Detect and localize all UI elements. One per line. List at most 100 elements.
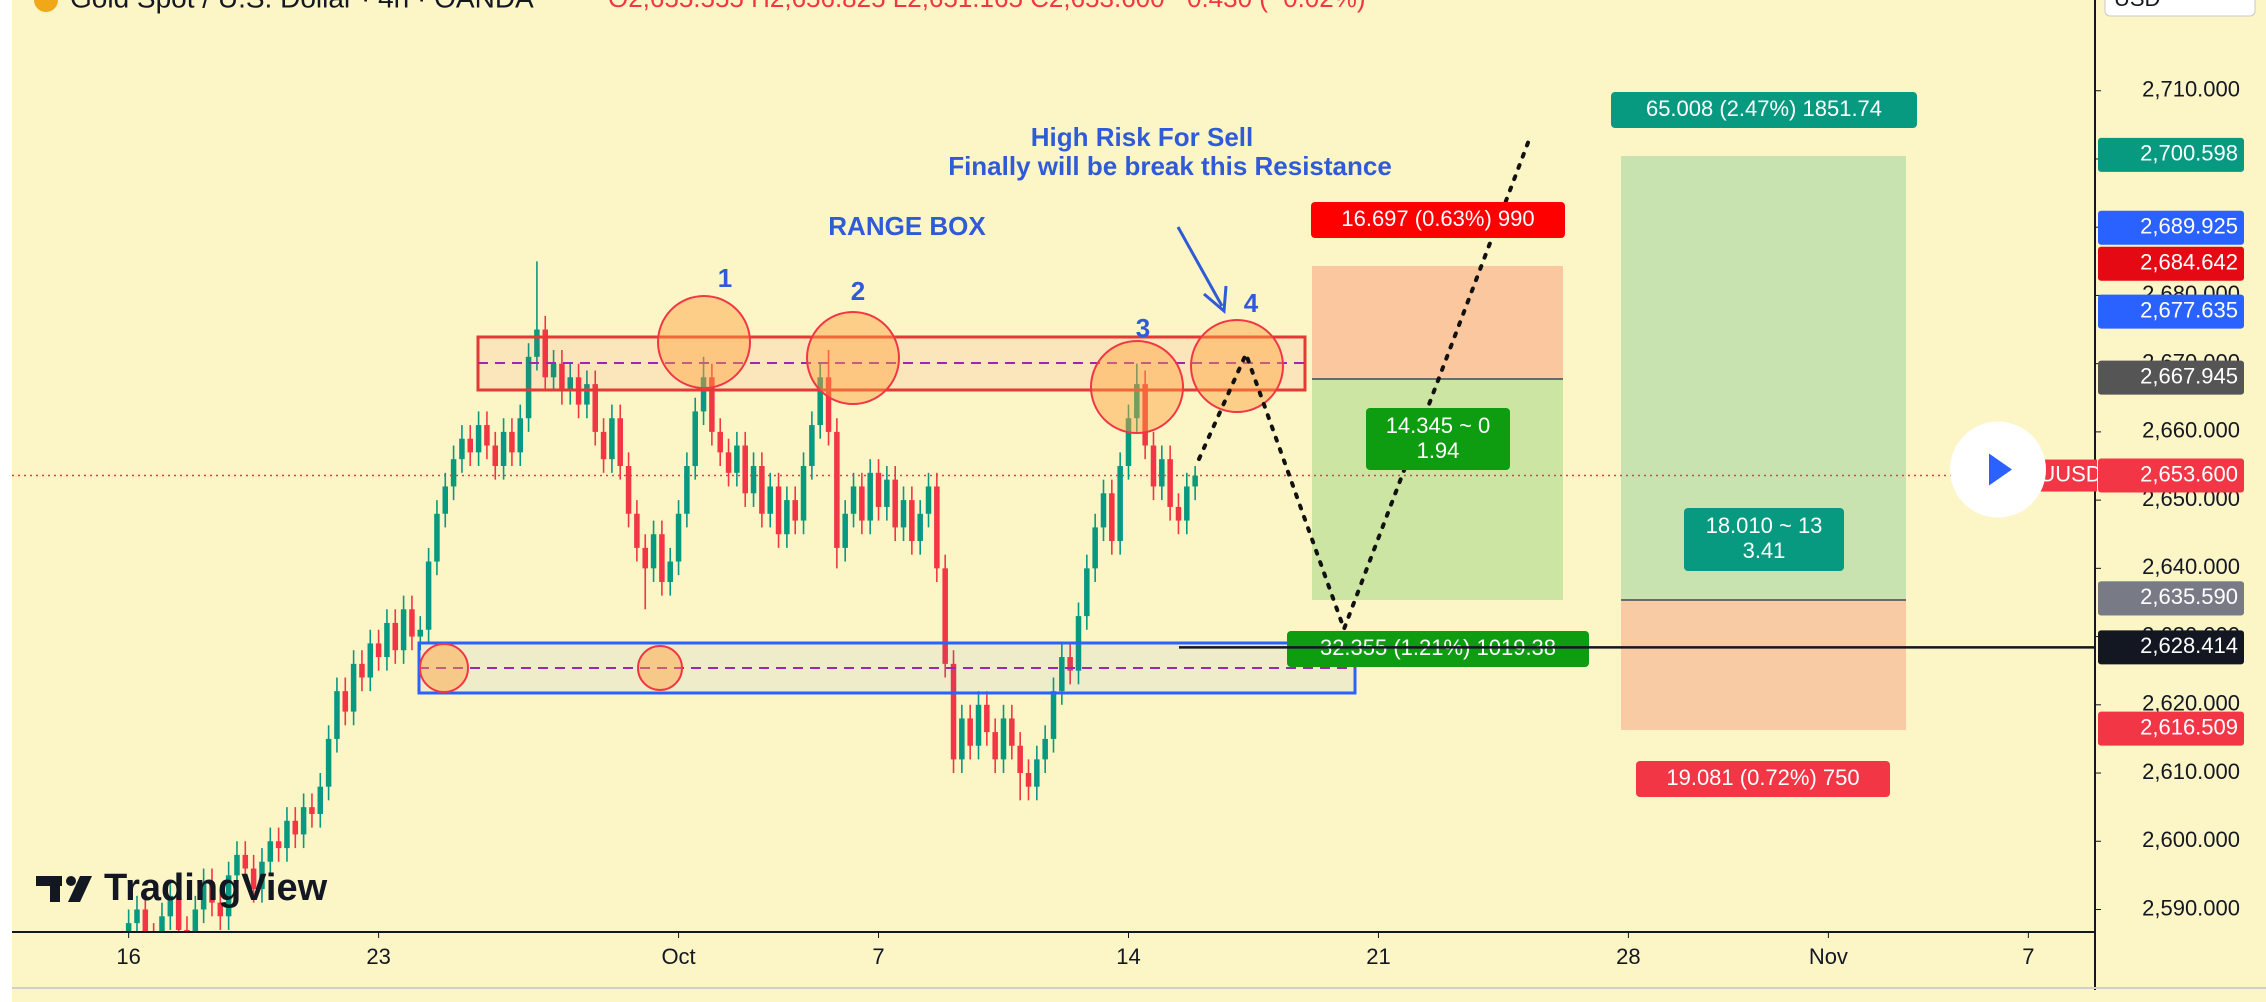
candle-body: [200, 882, 207, 910]
candle-body: [125, 923, 132, 932]
price-tag-label: 2,700.598: [2140, 141, 2238, 166]
long-stop-label: 19.081 (0.72%) 750: [1666, 765, 1859, 790]
candle-body: [809, 425, 815, 466]
candle-body: [592, 384, 598, 432]
candle-body: [350, 663, 357, 712]
candle-body: [275, 841, 282, 849]
short-ratio-label: 14.345 ~ 0: [1386, 413, 1491, 438]
candle-body: [1100, 493, 1107, 528]
candle-body: [942, 568, 948, 664]
long-ratio-box: [1684, 508, 1844, 571]
y-tick-label: 2,600.000: [2142, 827, 2240, 852]
candle-body: [800, 466, 807, 521]
candle-body: [142, 909, 149, 932]
short-target-box: [1287, 631, 1589, 667]
candle-body: [784, 500, 790, 535]
price-tag: [2098, 711, 2244, 746]
long-ratio-label: 3.41: [1743, 538, 1786, 563]
candle-body: [1059, 657, 1065, 692]
touch-circle: [1190, 319, 1284, 413]
candle-body: [409, 609, 415, 637]
note-line: High Risk For Sell: [1031, 122, 1254, 152]
candle-body: [134, 909, 140, 924]
x-tick-label: 16: [116, 944, 140, 969]
note-line: Finally will be break this Resistance: [948, 151, 1392, 181]
long-stop-box: [1636, 761, 1890, 797]
x-tick-label: Nov: [1809, 944, 1848, 969]
candle-body: [334, 691, 340, 739]
candle-body: [284, 820, 290, 849]
candle-body: [1175, 506, 1182, 521]
short-stop-label: 16.697 (0.63%) 990: [1341, 206, 1534, 231]
symbol-icon: [34, 0, 58, 12]
candle-body: [617, 418, 623, 466]
candle-body: [725, 452, 732, 473]
candle-body: [792, 500, 798, 521]
candle-body: [1025, 773, 1032, 787]
candle-body: [1067, 657, 1073, 671]
candle-body: [967, 718, 973, 746]
candle-body: [734, 445, 740, 473]
y-tick-label: 2,660.000: [2142, 418, 2240, 443]
candle-body: [309, 807, 315, 814]
range-box-label: RANGE BOX: [828, 211, 986, 241]
y-tick-label: 2,640.000: [2142, 554, 2240, 579]
play-icon[interactable]: [1989, 453, 2012, 486]
candle-body: [317, 786, 324, 814]
candle-body: [584, 384, 590, 405]
candle-body: [234, 854, 240, 876]
candle-body: [209, 882, 215, 903]
candle-body: [1092, 527, 1098, 569]
candle-body: [1109, 493, 1115, 542]
candle-body: [692, 411, 698, 466]
candle-body: [1017, 745, 1023, 774]
price-tag-label: 2,677.635: [2140, 297, 2238, 322]
candle-body: [192, 909, 199, 932]
short-ratio-label: 1.94: [1417, 438, 1460, 463]
candle-body: [259, 861, 265, 890]
candle-body: [1159, 459, 1165, 487]
arrow: [1176, 226, 1224, 307]
candle-body: [834, 431, 840, 548]
candle-body: [742, 445, 748, 494]
price-tag-label: 2,653.600: [2140, 461, 2238, 486]
candle-body: [384, 622, 390, 658]
drawings-over: RANGE BOX High Risk For Sell Finally wil…: [36, 92, 2095, 909]
logo: [36, 876, 92, 902]
price-tag: [2098, 210, 2244, 245]
candle-body: [367, 643, 374, 678]
candle-body: [375, 643, 382, 658]
candle-body: [900, 500, 907, 528]
touch-label: 4: [1244, 288, 1259, 318]
axes: 2,590.000 2,600.000 2,610.000 2,620.000 2,63…: [116, 77, 2244, 969]
candle-body: [1192, 475, 1198, 487]
candle-body: [892, 479, 898, 528]
candle-body: [867, 472, 873, 521]
candle-body: [325, 738, 332, 787]
candle-body: [159, 916, 165, 932]
candle-body: [267, 841, 274, 862]
candle-body: [975, 704, 982, 746]
currency[interactable]: USD: [2114, 0, 2160, 11]
price-tag: [2098, 294, 2244, 329]
candle-body: [250, 868, 257, 890]
candle-body: [500, 431, 507, 466]
candle-body: [475, 425, 482, 453]
candle-body: [950, 663, 957, 760]
candle-body: [700, 377, 707, 412]
touch-label: 1: [718, 263, 732, 293]
x-tick-label: 14: [1116, 944, 1140, 969]
candle-body: [659, 534, 665, 582]
candle-body: [300, 807, 307, 835]
candle-body: [392, 622, 399, 651]
candle-body: [909, 500, 915, 542]
candle-body: [217, 902, 224, 917]
candle-body: [934, 486, 940, 569]
price-tag: [2098, 360, 2244, 395]
currency-box[interactable]: [2104, 0, 2256, 17]
candle-body: [609, 418, 615, 460]
candle-body: [884, 479, 890, 507]
candle-body: [359, 663, 365, 678]
price-tag: [2098, 137, 2244, 172]
candle-body: [492, 445, 499, 466]
